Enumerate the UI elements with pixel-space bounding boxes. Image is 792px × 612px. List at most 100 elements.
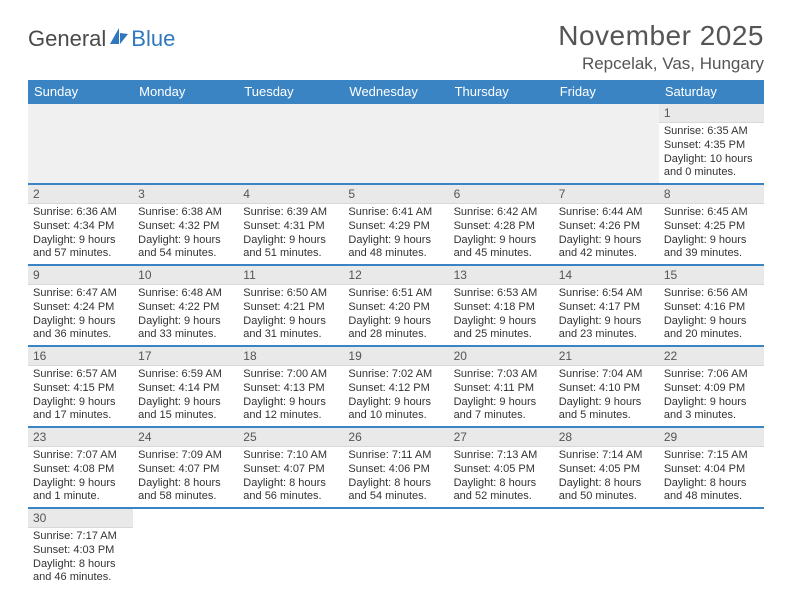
day-number: 30 — [28, 509, 133, 528]
day-cell: 25Sunrise: 7:10 AMSunset: 4:07 PMDayligh… — [238, 427, 343, 508]
day-details: Sunrise: 7:07 AMSunset: 4:08 PMDaylight:… — [28, 447, 133, 507]
day-cell: 6Sunrise: 6:42 AMSunset: 4:28 PMDaylight… — [449, 184, 554, 265]
day-number: 22 — [659, 347, 764, 366]
sail-icon — [108, 26, 130, 52]
day-details: Sunrise: 6:50 AMSunset: 4:21 PMDaylight:… — [238, 285, 343, 345]
day-number: 13 — [449, 266, 554, 285]
day-number: 10 — [133, 266, 238, 285]
day-number: 18 — [238, 347, 343, 366]
calendar-table: SundayMondayTuesdayWednesdayThursdayFrid… — [28, 80, 764, 588]
day-details: Sunrise: 6:56 AMSunset: 4:16 PMDaylight:… — [659, 285, 764, 345]
day-number: 26 — [343, 428, 448, 447]
empty-cell — [238, 508, 343, 588]
brand-logo: GeneralBlue — [28, 20, 175, 52]
day-cell: 22Sunrise: 7:06 AMSunset: 4:09 PMDayligh… — [659, 346, 764, 427]
day-number: 19 — [343, 347, 448, 366]
day-number: 28 — [554, 428, 659, 447]
empty-cell — [449, 104, 554, 184]
day-number: 7 — [554, 185, 659, 204]
day-cell: 26Sunrise: 7:11 AMSunset: 4:06 PMDayligh… — [343, 427, 448, 508]
day-number: 25 — [238, 428, 343, 447]
calendar-row: 1Sunrise: 6:35 AMSunset: 4:35 PMDaylight… — [28, 104, 764, 184]
day-cell: 9Sunrise: 6:47 AMSunset: 4:24 PMDaylight… — [28, 265, 133, 346]
day-details: Sunrise: 6:36 AMSunset: 4:34 PMDaylight:… — [28, 204, 133, 264]
day-number: 20 — [449, 347, 554, 366]
day-details: Sunrise: 6:42 AMSunset: 4:28 PMDaylight:… — [449, 204, 554, 264]
day-number: 15 — [659, 266, 764, 285]
day-cell: 7Sunrise: 6:44 AMSunset: 4:26 PMDaylight… — [554, 184, 659, 265]
day-cell: 18Sunrise: 7:00 AMSunset: 4:13 PMDayligh… — [238, 346, 343, 427]
day-details: Sunrise: 7:11 AMSunset: 4:06 PMDaylight:… — [343, 447, 448, 507]
weekday-header: Tuesday — [238, 80, 343, 104]
day-cell: 19Sunrise: 7:02 AMSunset: 4:12 PMDayligh… — [343, 346, 448, 427]
empty-cell — [659, 508, 764, 588]
day-cell: 3Sunrise: 6:38 AMSunset: 4:32 PMDaylight… — [133, 184, 238, 265]
day-details: Sunrise: 7:03 AMSunset: 4:11 PMDaylight:… — [449, 366, 554, 426]
day-number: 16 — [28, 347, 133, 366]
day-details: Sunrise: 7:17 AMSunset: 4:03 PMDaylight:… — [28, 528, 133, 588]
empty-cell — [133, 508, 238, 588]
day-number: 6 — [449, 185, 554, 204]
calendar-row: 2Sunrise: 6:36 AMSunset: 4:34 PMDaylight… — [28, 184, 764, 265]
day-number: 8 — [659, 185, 764, 204]
empty-cell — [238, 104, 343, 184]
empty-cell — [343, 508, 448, 588]
day-details: Sunrise: 7:02 AMSunset: 4:12 PMDaylight:… — [343, 366, 448, 426]
day-cell: 28Sunrise: 7:14 AMSunset: 4:05 PMDayligh… — [554, 427, 659, 508]
day-cell: 11Sunrise: 6:50 AMSunset: 4:21 PMDayligh… — [238, 265, 343, 346]
day-cell: 4Sunrise: 6:39 AMSunset: 4:31 PMDaylight… — [238, 184, 343, 265]
day-details: Sunrise: 6:41 AMSunset: 4:29 PMDaylight:… — [343, 204, 448, 264]
day-cell: 13Sunrise: 6:53 AMSunset: 4:18 PMDayligh… — [449, 265, 554, 346]
calendar-row: 16Sunrise: 6:57 AMSunset: 4:15 PMDayligh… — [28, 346, 764, 427]
day-details: Sunrise: 7:10 AMSunset: 4:07 PMDaylight:… — [238, 447, 343, 507]
day-cell: 8Sunrise: 6:45 AMSunset: 4:25 PMDaylight… — [659, 184, 764, 265]
day-cell: 12Sunrise: 6:51 AMSunset: 4:20 PMDayligh… — [343, 265, 448, 346]
weekday-header: Wednesday — [343, 80, 448, 104]
day-details: Sunrise: 6:44 AMSunset: 4:26 PMDaylight:… — [554, 204, 659, 264]
day-details: Sunrise: 6:51 AMSunset: 4:20 PMDaylight:… — [343, 285, 448, 345]
brand-part1: General — [28, 26, 106, 52]
day-details: Sunrise: 6:48 AMSunset: 4:22 PMDaylight:… — [133, 285, 238, 345]
day-details: Sunrise: 6:47 AMSunset: 4:24 PMDaylight:… — [28, 285, 133, 345]
day-number: 14 — [554, 266, 659, 285]
day-details: Sunrise: 7:06 AMSunset: 4:09 PMDaylight:… — [659, 366, 764, 426]
day-details: Sunrise: 7:13 AMSunset: 4:05 PMDaylight:… — [449, 447, 554, 507]
day-details: Sunrise: 7:04 AMSunset: 4:10 PMDaylight:… — [554, 366, 659, 426]
day-cell: 14Sunrise: 6:54 AMSunset: 4:17 PMDayligh… — [554, 265, 659, 346]
empty-cell — [554, 104, 659, 184]
day-details: Sunrise: 6:54 AMSunset: 4:17 PMDaylight:… — [554, 285, 659, 345]
empty-cell — [28, 104, 133, 184]
empty-cell — [343, 104, 448, 184]
day-number: 11 — [238, 266, 343, 285]
day-number: 12 — [343, 266, 448, 285]
weekday-header: Friday — [554, 80, 659, 104]
day-number: 9 — [28, 266, 133, 285]
day-cell: 21Sunrise: 7:04 AMSunset: 4:10 PMDayligh… — [554, 346, 659, 427]
day-number: 27 — [449, 428, 554, 447]
day-details: Sunrise: 6:45 AMSunset: 4:25 PMDaylight:… — [659, 204, 764, 264]
day-details: Sunrise: 7:14 AMSunset: 4:05 PMDaylight:… — [554, 447, 659, 507]
day-cell: 23Sunrise: 7:07 AMSunset: 4:08 PMDayligh… — [28, 427, 133, 508]
day-details: Sunrise: 6:38 AMSunset: 4:32 PMDaylight:… — [133, 204, 238, 264]
day-details: Sunrise: 6:53 AMSunset: 4:18 PMDaylight:… — [449, 285, 554, 345]
day-cell: 10Sunrise: 6:48 AMSunset: 4:22 PMDayligh… — [133, 265, 238, 346]
day-number: 29 — [659, 428, 764, 447]
day-number: 17 — [133, 347, 238, 366]
location: Repcelak, Vas, Hungary — [558, 54, 764, 74]
day-number: 3 — [133, 185, 238, 204]
weekday-header: Monday — [133, 80, 238, 104]
day-number: 21 — [554, 347, 659, 366]
weekday-header: Thursday — [449, 80, 554, 104]
title-block: November 2025 Repcelak, Vas, Hungary — [558, 20, 764, 74]
empty-cell — [133, 104, 238, 184]
day-number: 1 — [659, 104, 764, 123]
day-number: 4 — [238, 185, 343, 204]
calendar-row: 9Sunrise: 6:47 AMSunset: 4:24 PMDaylight… — [28, 265, 764, 346]
weekday-header-row: SundayMondayTuesdayWednesdayThursdayFrid… — [28, 80, 764, 104]
day-cell: 2Sunrise: 6:36 AMSunset: 4:34 PMDaylight… — [28, 184, 133, 265]
weekday-header: Saturday — [659, 80, 764, 104]
day-cell: 30Sunrise: 7:17 AMSunset: 4:03 PMDayligh… — [28, 508, 133, 588]
day-cell: 20Sunrise: 7:03 AMSunset: 4:11 PMDayligh… — [449, 346, 554, 427]
empty-cell — [449, 508, 554, 588]
day-details: Sunrise: 6:39 AMSunset: 4:31 PMDaylight:… — [238, 204, 343, 264]
